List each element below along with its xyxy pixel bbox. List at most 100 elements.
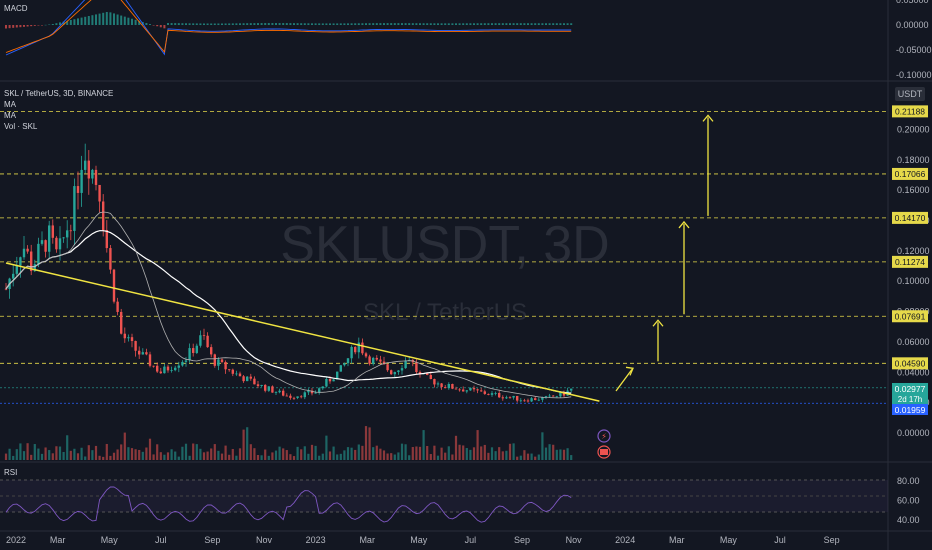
candle-body [346,358,350,364]
volume-bar [76,453,80,460]
macd-histogram-bar [246,23,249,25]
price-pane [0,82,888,460]
candle-body [548,395,551,397]
candle-body [368,356,371,364]
macd-histogram-bar [5,25,7,29]
candle-body [570,388,573,391]
candle-body [390,370,393,375]
price-tick-label: 0.04000 [897,367,930,377]
candle-body [494,392,497,394]
level-tag: 0.04590 [892,357,928,370]
volume-bar [235,455,238,460]
macd-histogram-bar [498,23,501,25]
volume-bar [19,443,22,460]
volume-bar [404,444,407,460]
candle-body [476,389,479,391]
macd-histogram-bar [332,23,335,25]
macd-histogram-bar [318,23,321,25]
candle-body [195,345,198,353]
macd-histogram-bar [217,23,220,25]
macd-histogram-bar [51,23,54,25]
rsi-axis: 80.00 60.00 40.00 [897,476,920,525]
macd-histogram-bar [483,23,486,25]
candle-body [249,376,252,379]
macd-histogram-bar [343,23,346,25]
volume-bar [541,432,544,460]
volume-bar [174,451,177,460]
macd-histogram-bar [285,23,288,25]
svg-text:0.04590: 0.04590 [895,358,926,368]
arrow-head [678,220,690,229]
candle-body [271,386,274,393]
volume-bar [422,430,425,460]
price-tick-label: 0.20000 [897,124,930,134]
volume-bar [109,455,112,460]
candle-body [220,359,224,363]
macd-histogram-bar [15,25,18,28]
volume-bar [400,443,404,460]
volume-bar [213,444,216,460]
macd-histogram-bar [548,23,551,25]
candle-body [343,363,346,366]
macd-histogram-bar [296,23,299,25]
macd-histogram-bar [357,23,360,25]
candle-body [516,395,519,401]
time-axis[interactable]: 2022 Mar May Jul Sep Nov 2023 Mar May Jul Sep Nov 20… [6,535,840,545]
macd-histogram-bar [465,23,468,25]
candle-body [19,257,22,266]
last-price-tag: 0.02977 2d 17h [892,383,928,404]
volume-bar [220,453,224,460]
macd-histogram-bar [494,23,497,25]
volume-bar [548,444,551,460]
candle-body [285,395,288,397]
candle-body [87,160,90,179]
candle-body [480,390,483,392]
macd-histogram-bar [224,23,227,25]
macd-histogram-bar [278,23,281,25]
currency-tag[interactable]: USDT [895,87,925,101]
svg-text:0.17066: 0.17066 [895,169,926,179]
volume-bar [364,426,368,460]
volume-bar [55,446,58,460]
svg-text:0.07691: 0.07691 [895,311,926,321]
volume-bar [296,446,299,460]
volume-bar [253,448,256,460]
candle-body [152,365,155,367]
volume-bar [62,451,65,460]
candle-body [210,347,213,355]
macd-histogram-bar [527,23,529,25]
volume-bar [91,450,94,460]
earnings-icon[interactable] [597,445,611,459]
volume-bar [505,450,508,460]
volume-bar [138,449,141,460]
volume-bar [192,443,195,460]
candle-body [134,341,137,351]
macd-indicator [5,0,573,56]
candle-body [228,369,231,371]
candle-body [318,388,321,393]
macd-histogram-bar [109,12,112,25]
level-tags: 0.21188 0.17066 0.14170 0.11274 0.07691 0.045… [892,105,928,370]
candle-body [321,386,324,389]
candle-body [404,360,407,369]
lightning-icon[interactable]: ⚡ [597,429,611,443]
macd-histogram-bar [509,23,511,25]
volume-bar [339,453,342,460]
candle-body [148,354,152,366]
volume-bar [415,446,418,460]
volume-bar [566,448,569,460]
ma2-label: MA [4,111,17,120]
candle-body [91,169,94,179]
macd-histogram-bar [33,25,36,26]
volume-bar [397,452,400,460]
rsi-tick-label: 60.00 [897,496,920,506]
macd-histogram-bar [185,23,187,25]
macd-histogram-bar [275,23,277,25]
candle-body [447,384,450,389]
watermark-ticker: SKLUSDT, 3D [280,216,609,274]
macd-histogram-bar [203,23,205,25]
volume-bar [159,452,162,460]
candle-body [76,186,80,193]
macd-histogram-bar [174,23,177,25]
